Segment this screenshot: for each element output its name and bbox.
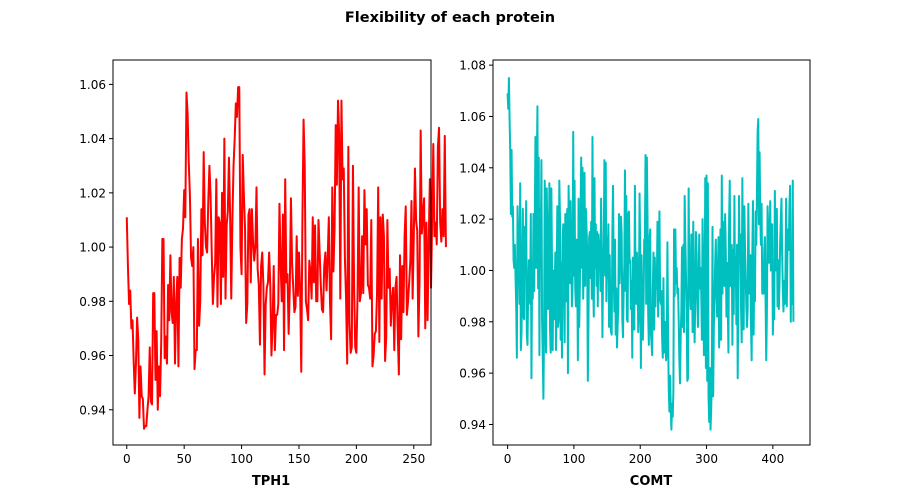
x-tick-label: 400: [761, 452, 784, 466]
y-tick-label: 0.94: [79, 403, 106, 417]
y-tick-label: 0.98: [79, 295, 106, 309]
xlabel-comt: COMT: [630, 474, 673, 489]
y-tick-label: 1.06: [459, 110, 486, 124]
chart-tph1: 0 50 100 150 200 250 0.94 0.96 0.98 1.00 1.02 1.04 1…: [79, 59, 447, 466]
y-tick-label: 0.98: [459, 315, 486, 329]
x-tick-label: 200: [629, 452, 652, 466]
x-tick-label: 300: [695, 452, 718, 466]
plot-frame-comt: [492, 59, 811, 446]
y-tick-label: 1.04: [79, 132, 106, 146]
y-tick-label: 0.96: [459, 367, 486, 381]
x-tick-label: 100: [230, 452, 253, 466]
series-line-comt-0: [506, 76, 795, 431]
y-tick-label: 0.94: [459, 418, 486, 432]
xlabel-tph1: TPH1: [252, 474, 290, 489]
series-line-tph1-0: [125, 86, 447, 430]
figure-title: Flexibility of each protein: [345, 10, 555, 26]
x-tick-label: 150: [288, 452, 311, 466]
x-tick-label: 250: [402, 452, 425, 466]
y-tick-label: 1.08: [459, 59, 486, 73]
y-tick-label: 0.96: [79, 349, 106, 363]
y-tick-label: 1.04: [459, 161, 486, 175]
y-tick-label: 1.06: [79, 78, 106, 92]
x-tick-label: 0: [504, 452, 512, 466]
x-tick-label: 200: [345, 452, 368, 466]
y-tick-label: 1.00: [79, 241, 106, 255]
y-tick-label: 1.02: [79, 186, 106, 200]
y-tick-label: 1.00: [459, 264, 486, 278]
x-tick-label: 100: [562, 452, 585, 466]
x-tick-label: 0: [123, 452, 131, 466]
x-tick-label: 50: [177, 452, 192, 466]
y-tick-label: 1.02: [459, 213, 486, 227]
chart-comt: 0 100 200 300 400 0.94 0.96 0.98 1.00 1.02 1.04 1.0…: [459, 59, 811, 466]
plot-frame-tph1: [112, 59, 432, 446]
